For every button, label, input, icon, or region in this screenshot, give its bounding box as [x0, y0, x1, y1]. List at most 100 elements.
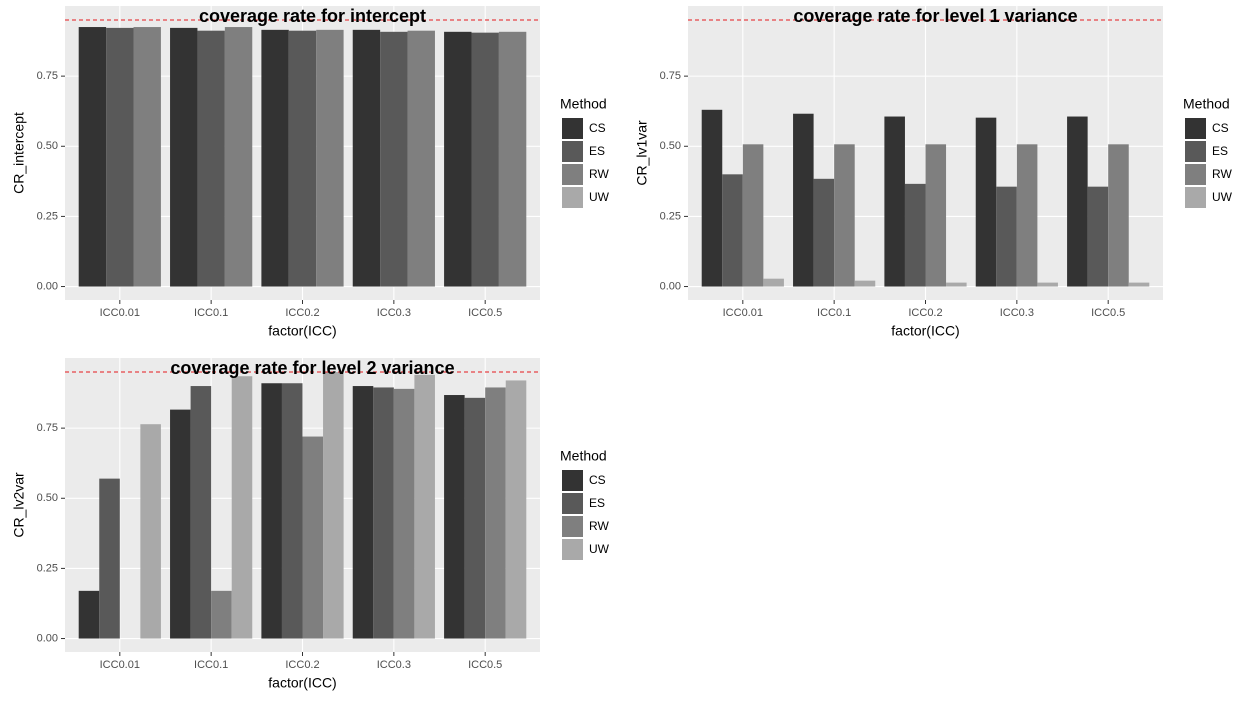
bar — [352, 386, 374, 639]
bar — [231, 376, 253, 639]
x-tick-label: ICC0.01 — [723, 307, 763, 319]
bar — [763, 278, 784, 287]
bar — [464, 397, 486, 639]
y-tick-label: 0.00 — [37, 280, 58, 292]
bar — [261, 29, 289, 287]
bar — [281, 383, 303, 639]
bar — [742, 144, 764, 287]
chart-title: coverage rate for level 1 variance — [793, 6, 1077, 26]
bar — [407, 30, 435, 287]
bar — [99, 478, 120, 639]
legend-label: UW — [589, 190, 610, 204]
x-tick-label: ICC0.1 — [194, 307, 228, 319]
bar — [1037, 282, 1058, 287]
legend-key — [1185, 164, 1206, 185]
legend-key — [1185, 141, 1206, 162]
y-axis-title: CR_intercept — [11, 112, 27, 194]
legend-label: CS — [589, 121, 606, 135]
legend-label: RW — [1212, 167, 1232, 181]
bar — [170, 27, 198, 287]
legend-label: UW — [1212, 190, 1233, 204]
legend-label: RW — [589, 167, 609, 181]
x-tick-label: ICC0.1 — [817, 307, 851, 319]
bar — [302, 436, 324, 639]
x-axis-title: factor(ICC) — [891, 323, 959, 339]
bar — [996, 186, 1017, 287]
y-tick-label: 0.25 — [660, 210, 681, 222]
bar — [925, 144, 947, 287]
bar — [444, 31, 472, 287]
bar — [722, 174, 743, 287]
bar — [170, 409, 191, 639]
chart-title: coverage rate for intercept — [199, 6, 426, 26]
chart: 0.00 0.25 0.50 0.75 ICC0.01 ICC0.1 ICC0.2 ICC0.… — [11, 6, 610, 339]
bar — [884, 116, 905, 287]
legend-key — [562, 118, 583, 139]
x-tick-label: ICC0.2 — [285, 659, 319, 671]
bar — [505, 380, 527, 639]
chart: 0.00 0.25 0.50 0.75 ICC0.01 ICC0.1 ICC0.2 ICC0.… — [11, 358, 610, 691]
legend-key — [1185, 118, 1206, 139]
y-tick-label: 0.50 — [660, 140, 681, 152]
bar — [133, 27, 161, 287]
x-tick-label: ICC0.2 — [908, 307, 942, 319]
x-tick-label: ICC0.01 — [100, 659, 140, 671]
y-tick-label: 0.75 — [37, 70, 58, 82]
bar — [498, 31, 527, 287]
bar — [1067, 116, 1088, 287]
legend-label: RW — [589, 519, 609, 533]
bar — [140, 424, 161, 639]
bar — [793, 113, 814, 287]
bar — [316, 29, 344, 287]
bar — [701, 109, 723, 287]
x-tick-label: ICC0.2 — [285, 307, 319, 319]
y-axis-title: CR_lv1var — [634, 120, 650, 186]
y-tick-label: 0.75 — [37, 422, 58, 434]
legend-label: CS — [589, 473, 606, 487]
bar — [414, 374, 435, 639]
legend-key — [562, 493, 583, 514]
legend-label: ES — [589, 144, 605, 158]
bar — [106, 27, 134, 287]
legend-title: Method — [1183, 96, 1230, 112]
legend-title: Method — [560, 448, 607, 464]
y-tick-label: 0.50 — [37, 140, 58, 152]
bar — [1016, 144, 1038, 287]
bar — [1087, 186, 1109, 287]
bar — [1108, 144, 1129, 287]
y-tick-label: 0.75 — [660, 70, 681, 82]
x-tick-label: ICC0.01 — [100, 307, 140, 319]
bar — [904, 183, 926, 287]
chart: 0.00 0.25 0.50 0.75 ICC0.01 ICC0.1 ICC0.2 ICC0.… — [634, 6, 1233, 339]
legend-key — [562, 141, 583, 162]
x-axis-title: factor(ICC) — [268, 675, 336, 691]
bar — [1128, 282, 1150, 287]
x-axis-title: factor(ICC) — [268, 323, 336, 339]
bar — [373, 387, 394, 639]
bar — [224, 27, 253, 287]
chart-title: coverage rate for level 2 variance — [170, 358, 454, 378]
legend-key — [562, 470, 583, 491]
bar — [485, 387, 506, 639]
x-tick-label: ICC0.1 — [194, 659, 228, 671]
bar — [78, 590, 100, 639]
legend-label: ES — [1212, 144, 1228, 158]
bar — [352, 29, 381, 287]
legend-title: Method — [560, 96, 607, 112]
bar — [323, 372, 344, 639]
bar — [444, 395, 465, 639]
bar — [813, 178, 835, 287]
y-tick-label: 0.00 — [37, 632, 58, 644]
bar — [834, 144, 855, 287]
bar — [471, 32, 499, 287]
legend-label: CS — [1212, 121, 1229, 135]
x-tick-label: ICC0.3 — [377, 659, 411, 671]
bar — [211, 590, 232, 639]
legend-key — [562, 539, 583, 560]
bar — [975, 117, 997, 287]
legend-key — [562, 164, 583, 185]
x-tick-label: ICC0.3 — [377, 307, 411, 319]
legend-label: UW — [589, 542, 610, 556]
bar — [393, 388, 415, 639]
